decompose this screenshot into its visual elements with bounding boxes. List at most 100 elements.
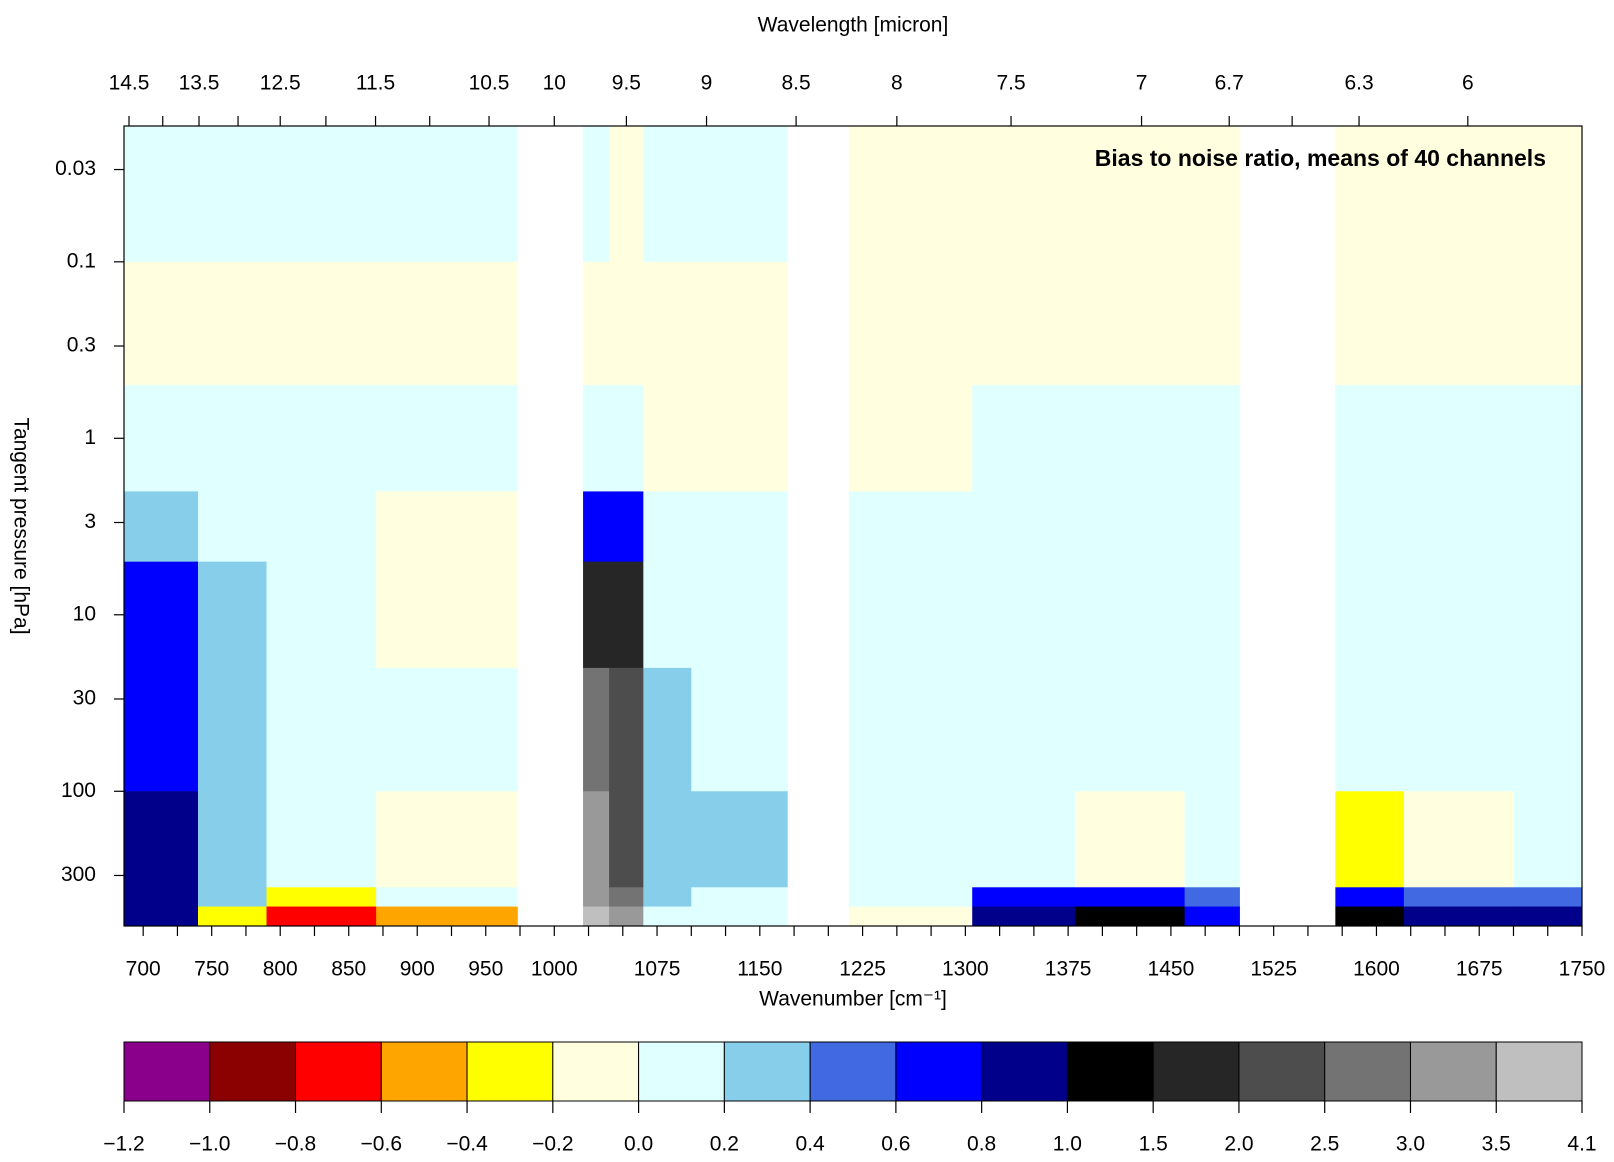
heat-cell [643,906,692,927]
x-tick-label: 1300 [942,958,989,981]
colorbar-swatch [209,1041,297,1102]
heat-cell [848,126,973,263]
y-tick-label: 0.3 [67,334,96,357]
heat-cell [583,906,610,927]
y-axis-label: Tangent pressure [hPa] [9,417,32,634]
heat-cell [266,126,377,263]
heat-cell [376,261,518,386]
heat-cell [124,906,199,927]
heat-cell [1403,491,1514,563]
heat-cell [1074,791,1186,888]
y-tick-label: 3 [84,510,96,533]
x-tick-label: 850 [331,958,366,981]
heat-cell [643,667,692,792]
colorbar-label: 1.0 [1053,1133,1082,1156]
heat-cell [583,126,610,263]
heat-cell [1184,667,1240,792]
heat-cell [583,791,610,888]
heat-cell [1074,667,1186,792]
heat-cell [1184,491,1240,563]
heat-cell [609,261,644,386]
heat-cell [124,126,199,263]
x-tick-label: 1075 [634,958,681,981]
heat-cell [643,261,692,386]
heat-cell [583,561,610,669]
x-axis-label: Wavenumber [cm⁻¹] [759,988,947,1011]
heat-cell [848,491,973,563]
heat-cell [643,887,692,908]
heat-cell [1513,561,1583,669]
heat-cell [1403,887,1514,908]
heat-cell [609,385,644,492]
colorbar-swatch [809,1041,897,1102]
colorbar-label: 2.5 [1310,1133,1339,1156]
heat-cell [1184,385,1240,492]
heat-cell [197,887,268,908]
heat-cell [848,791,973,888]
heat-cell [583,261,610,386]
colorbar-swatch [1409,1041,1497,1102]
x2-tick-label: 6.3 [1344,72,1373,95]
heat-cell [1513,385,1583,492]
heat-cell [1513,491,1583,563]
heat-cell [1074,491,1186,563]
heat-cell [124,491,199,563]
heat-cell [197,491,268,563]
x2-tick-label: 8.5 [781,72,810,95]
x2-tick-label: 14.5 [109,72,150,95]
heat-cell [1335,561,1405,669]
colorbar-swatch [981,1041,1068,1102]
x-tick-label: 900 [400,958,435,981]
heat-cell [848,261,973,386]
heat-cell [376,561,518,669]
heat-cell [691,261,788,386]
colorbar-swatch [1238,1041,1326,1102]
heat-cell [1184,791,1240,888]
colorbar-label: 3.0 [1396,1133,1425,1156]
heat-cell [1335,906,1405,927]
heat-cell [1513,126,1583,263]
heat-cell [197,667,268,792]
x-tick-label: 1375 [1045,958,1092,981]
heat-cell [643,385,692,492]
heat-cell [197,261,268,386]
plot-frame [123,125,1583,927]
heat-cell [1184,906,1240,927]
colorbar-label: 3.5 [1482,1133,1511,1156]
heat-cell [1513,887,1583,908]
heat-cell [609,887,644,908]
heat-cell [643,791,692,888]
heat-cell [1335,126,1405,263]
heat-cell [609,491,644,563]
x-tick-label: 700 [126,958,161,981]
heat-cell [1074,126,1186,263]
x2-tick-label: 9 [701,72,713,95]
heat-cell [1074,261,1186,386]
x-tick-label: 750 [194,958,229,981]
heat-cell [1184,261,1240,386]
heat-cell [643,491,692,563]
heat-cell [643,126,692,263]
colorbar-label: 0.0 [624,1133,653,1156]
heat-cell [691,385,788,492]
colorbar-swatch [466,1041,554,1102]
y-tick-label: 100 [61,779,96,802]
colorbar-label: −0.8 [275,1133,316,1156]
heat-cell [124,261,199,386]
x2-tick-label: 10.5 [469,72,510,95]
colorbar-swatch [895,1041,983,1102]
heat-cell [848,667,973,792]
heat-cell [972,561,1076,669]
heat-cell [266,791,377,888]
x-tick-label: 1000 [531,958,578,981]
heat-cell [266,667,377,792]
heat-cell [266,261,377,386]
heat-cell [124,385,199,492]
colorbar-swatch [1152,1041,1240,1102]
heat-cell [376,491,518,563]
heat-cell [848,906,973,927]
x-tick-label: 1450 [1148,958,1195,981]
heat-cell [1184,561,1240,669]
heat-cell [972,667,1076,792]
x-tick-label: 1675 [1456,958,1503,981]
